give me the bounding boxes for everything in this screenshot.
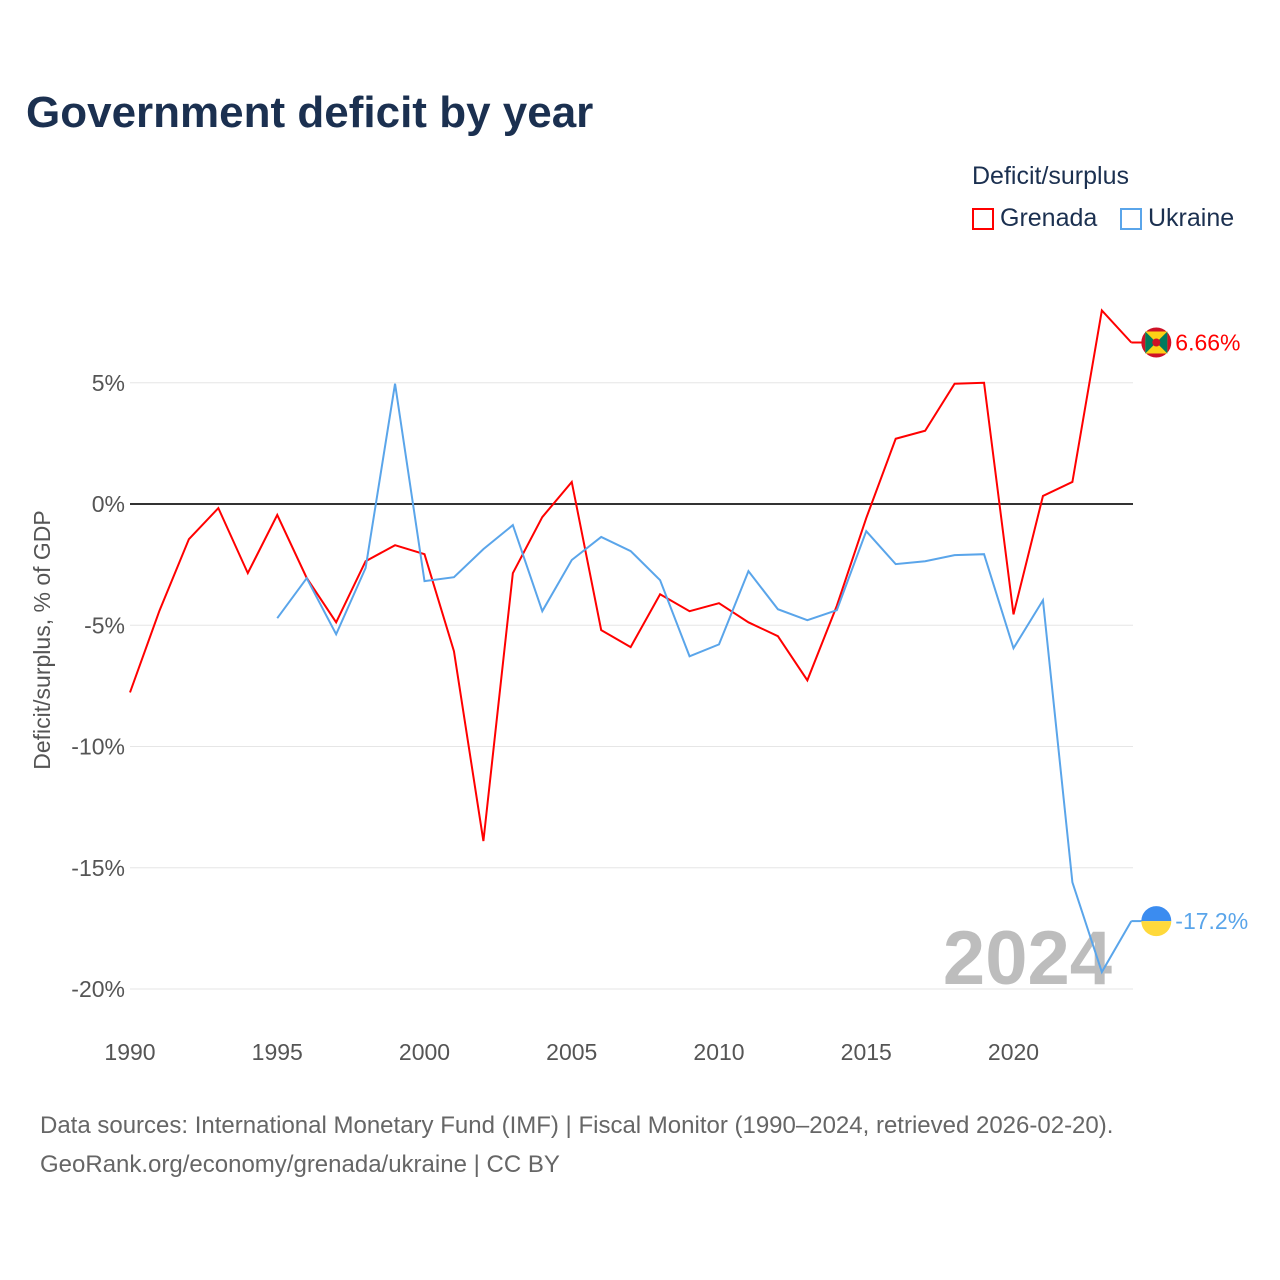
flag-star xyxy=(1152,338,1161,347)
x-tick-label: 2005 xyxy=(546,1039,597,1065)
x-tick-label: 1995 xyxy=(252,1039,303,1065)
end-value-label: -17.2% xyxy=(1175,908,1248,934)
legend-title: Deficit/surplus xyxy=(972,162,1129,190)
legend-label: Grenada xyxy=(1000,204,1098,232)
x-tick-label: 2000 xyxy=(399,1039,450,1065)
source-line: Data sources: International Monetary Fun… xyxy=(40,1112,1114,1139)
source-url[interactable]: GeoRank.org/economy/grenada/ukraine | CC… xyxy=(40,1151,560,1178)
flag-bottom xyxy=(1141,921,1172,937)
x-tick-label: 2020 xyxy=(988,1039,1039,1065)
y-tick-label: -10% xyxy=(71,734,125,760)
line-chart: 5% 0% -5% -10% -15% -20% 1990 1995 2000 2005 2010 2… xyxy=(29,308,1248,1065)
year-watermark: 2024 xyxy=(943,916,1112,1001)
legend-item-grenada[interactable]: Grenada xyxy=(972,204,1097,233)
y-tick-label: -5% xyxy=(84,612,125,638)
flag-triangle xyxy=(1145,331,1157,354)
y-axis-label: Deficit/surplus, % of GDP xyxy=(29,510,55,769)
y-tick-label: -20% xyxy=(71,976,125,1002)
x-tick-label: 1990 xyxy=(104,1039,155,1065)
y-tick-label: -15% xyxy=(71,855,125,881)
legend-swatch xyxy=(1120,207,1142,230)
legend-swatch xyxy=(972,207,994,230)
end-value-label: 6.66% xyxy=(1175,329,1240,355)
series-line-grenada xyxy=(129,308,1133,842)
legend-label: Ukraine xyxy=(1148,204,1235,232)
flag-triangle xyxy=(1156,331,1168,354)
x-tick-label: 2015 xyxy=(841,1039,892,1065)
source-note: Data sources: International Monetary Fun… xyxy=(40,1106,1113,1184)
y-tick-label: 0% xyxy=(92,491,125,517)
x-tick-label: 2010 xyxy=(693,1039,744,1065)
legend-item-ukraine[interactable]: Ukraine xyxy=(1120,204,1234,233)
chart-title: Government deficit by year xyxy=(26,88,594,137)
series-line-ukraine xyxy=(276,383,1133,975)
y-tick-label: 5% xyxy=(92,370,125,396)
ukraine-flag-icon xyxy=(1141,906,1172,922)
